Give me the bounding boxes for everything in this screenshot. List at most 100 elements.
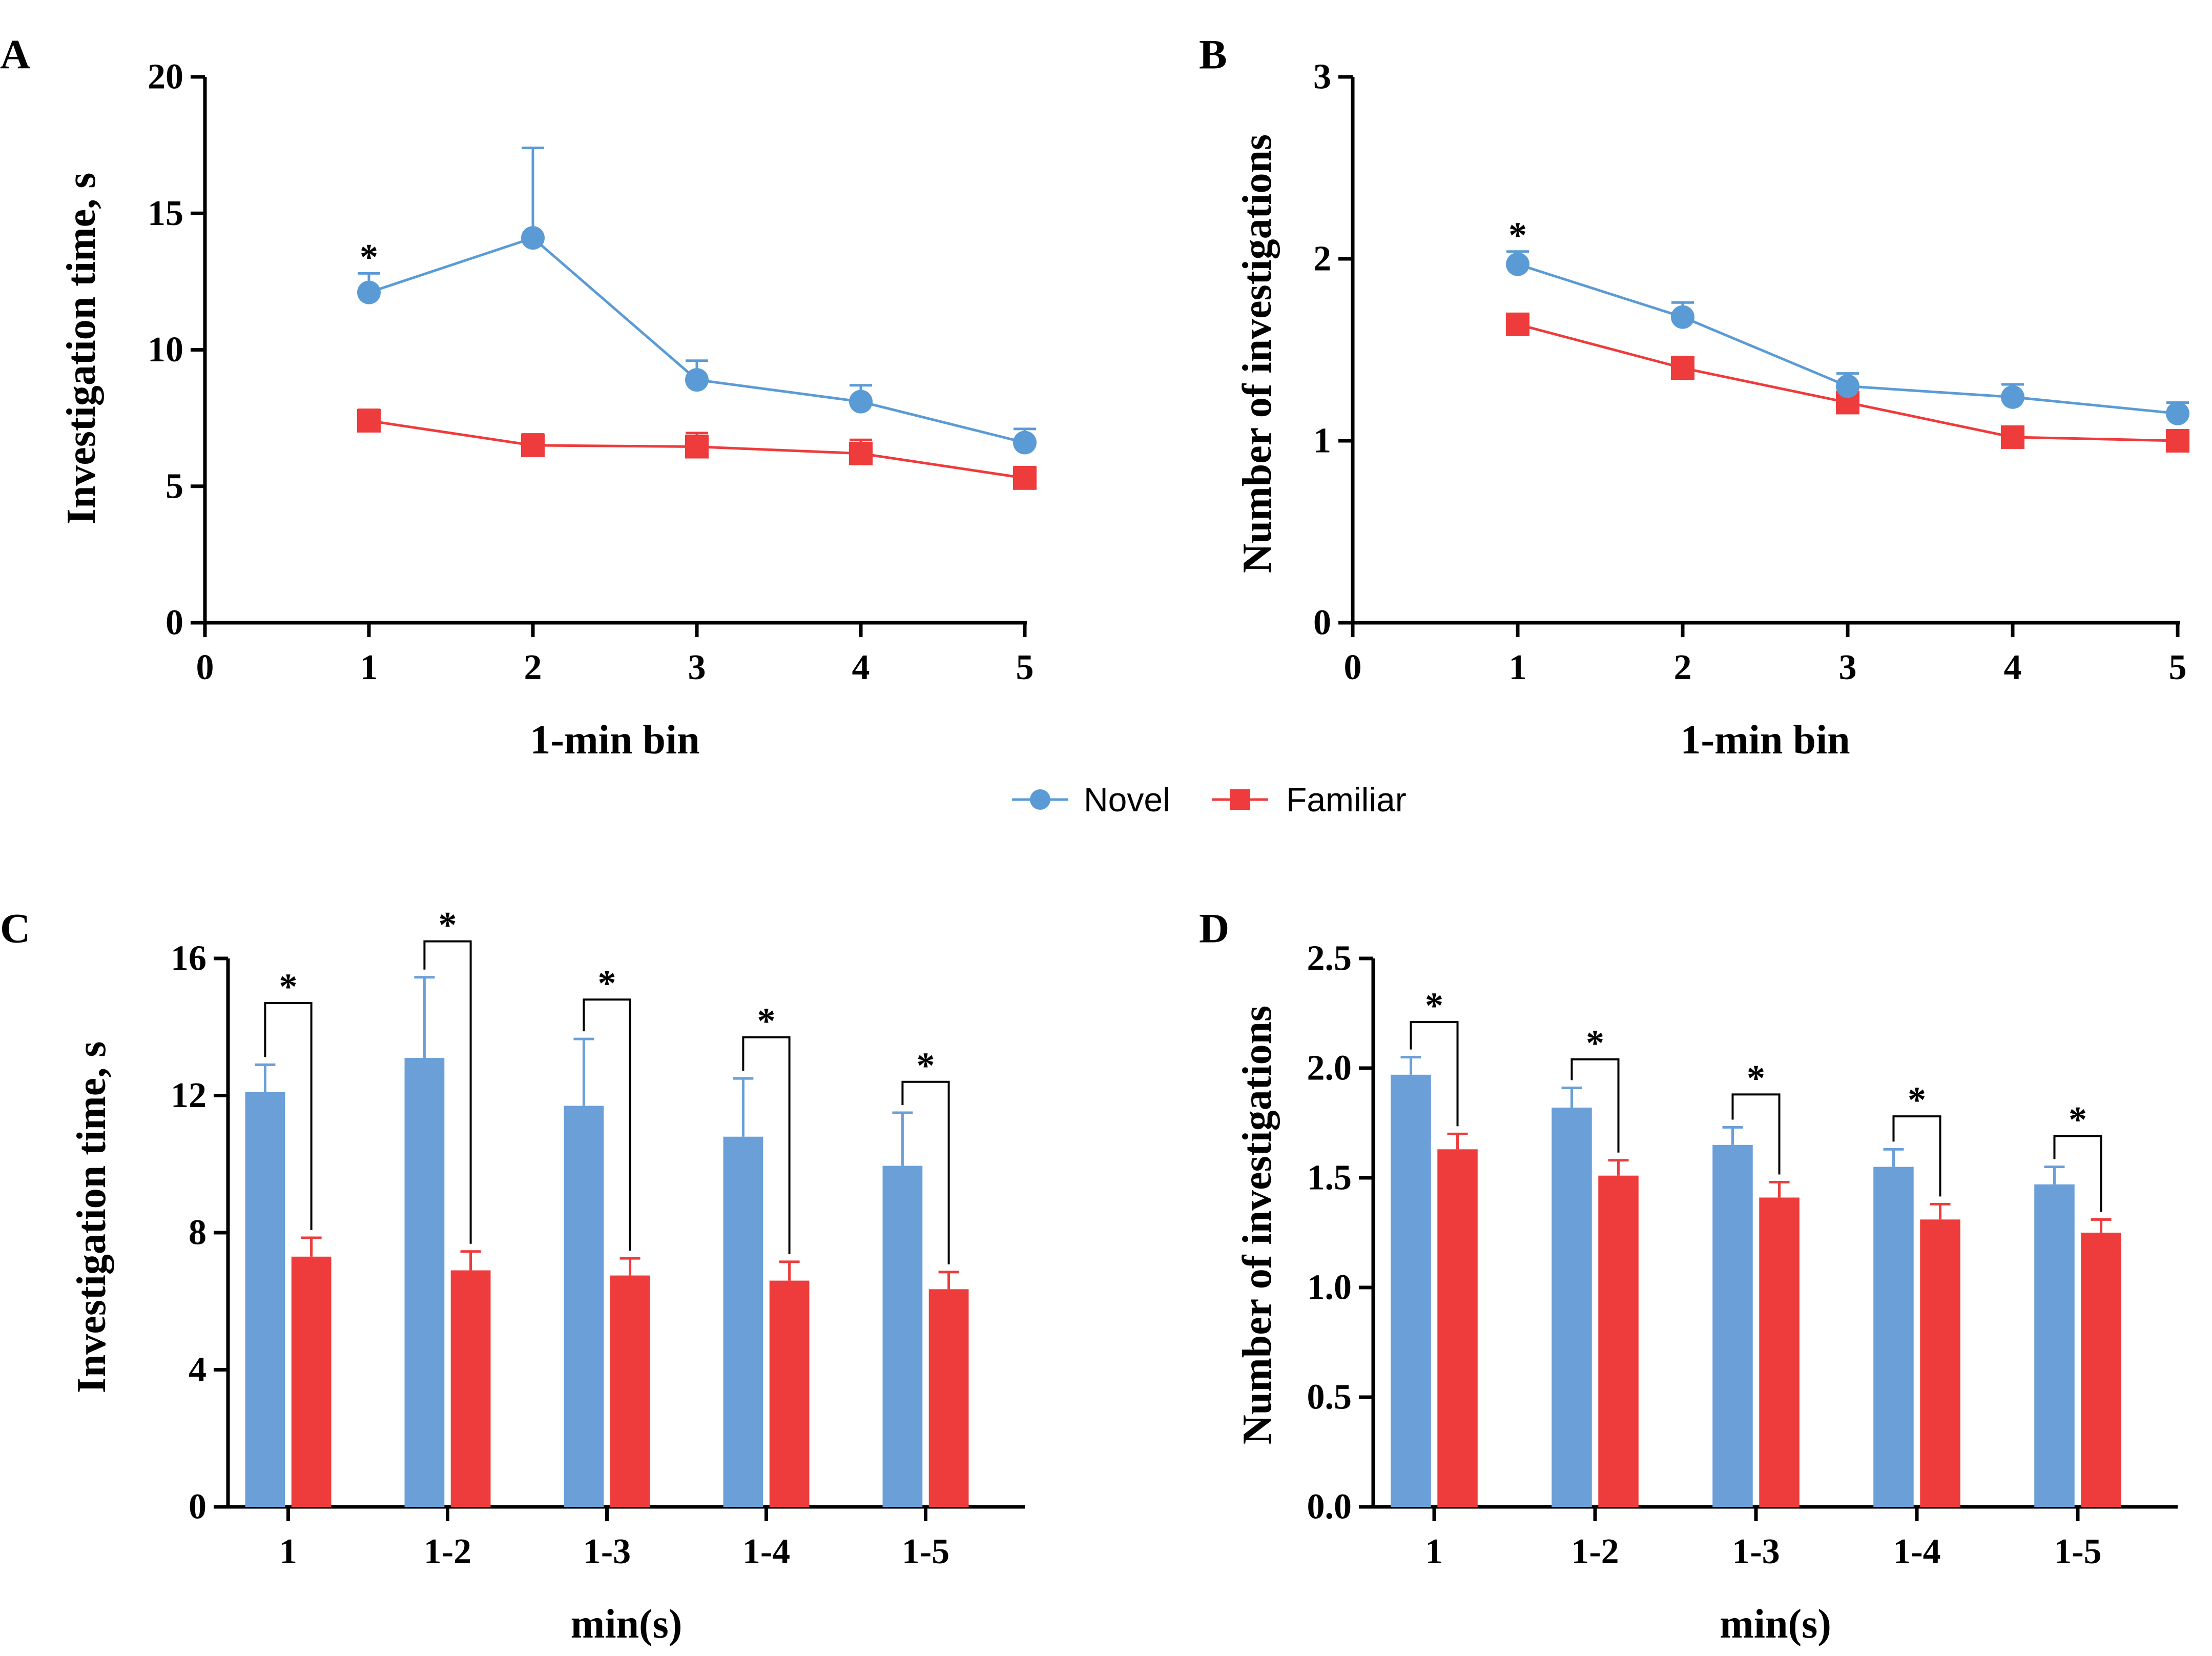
x-tick-label: 5 — [2169, 648, 2187, 687]
bar-familiar — [1759, 1197, 1800, 1507]
x-tick-label: 2 — [1674, 648, 1692, 687]
legend: Novel Familiar — [1012, 781, 1407, 819]
point-novel — [357, 280, 381, 304]
bar-novel — [882, 1166, 923, 1507]
bar-novel — [2034, 1184, 2075, 1507]
point-familiar — [1013, 466, 1037, 490]
panel-letter-B: B — [1199, 31, 1227, 77]
significance-bracket — [2053, 1135, 2102, 1212]
significance-star: * — [598, 963, 616, 1004]
y-tick-label: 0 — [189, 1487, 206, 1527]
y-tick-label: 12 — [171, 1076, 206, 1115]
panel-B: B 0 1 2 3 Number of investigations 0 1 2 3 4 5 1-min… — [1199, 31, 2189, 763]
x-tick-label: 1-5 — [2054, 1532, 2101, 1571]
point-novel — [521, 226, 545, 250]
bar-familiar — [450, 1270, 491, 1507]
significance-star: * — [1425, 985, 1443, 1026]
y-tick-label: 0 — [166, 603, 183, 643]
x-tick-label: 3 — [1839, 648, 1857, 687]
x-tick-label: 1-2 — [1571, 1532, 1619, 1571]
significance-bracket — [901, 1080, 950, 1264]
x-tick-label: 1 — [360, 648, 378, 687]
y-tick-label: 1 — [1313, 421, 1331, 461]
panel-letter-D: D — [1199, 905, 1229, 951]
significance-bracket — [264, 1001, 313, 1231]
y-tick-label: 10 — [148, 330, 183, 370]
series-line-novel — [368, 236, 1025, 444]
legend-label-familiar: Familiar — [1286, 781, 1407, 819]
point-familiar — [849, 441, 873, 465]
bar-familiar — [610, 1275, 650, 1507]
significance-bracket — [423, 940, 472, 1244]
x-tick-label: 0 — [196, 648, 214, 687]
point-familiar — [1506, 312, 1529, 336]
bar-novel — [1552, 1108, 1592, 1507]
significance-bracket — [1731, 1093, 1781, 1175]
point-familiar — [357, 408, 381, 433]
significance-bracket — [1892, 1115, 1941, 1197]
y-axis-title: Investigation time, s — [69, 1041, 114, 1394]
bar-novel — [723, 1136, 763, 1507]
y-tick-label: 2.0 — [1307, 1049, 1352, 1088]
x-tick-label: 0 — [1344, 648, 1362, 687]
bar-familiar — [291, 1256, 332, 1507]
significance-star: * — [439, 905, 457, 946]
x-tick-label: 1 — [1509, 648, 1527, 687]
x-tick-label: 1-4 — [1893, 1532, 1940, 1571]
panel-letter-C: C — [0, 905, 30, 951]
bar-novel — [404, 1057, 445, 1507]
x-tick-label: 5 — [1016, 648, 1034, 687]
significance-star: * — [279, 966, 298, 1007]
y-tick-label: 15 — [148, 194, 183, 233]
significance-bracket — [1570, 1058, 1620, 1153]
x-tick-label: 1 — [1425, 1532, 1443, 1571]
y-tick-label: 2.5 — [1307, 939, 1352, 978]
x-axis-title: min(s) — [571, 1602, 683, 1647]
y-tick-label: 1.5 — [1307, 1158, 1352, 1198]
significance-star: * — [1908, 1079, 1926, 1120]
legend-marker-novel — [1030, 789, 1050, 810]
y-axis-title: Number of investigations — [1235, 1006, 1280, 1444]
point-novel — [1671, 305, 1694, 329]
point-familiar — [521, 433, 545, 457]
panel-C: C 0 4 8 12 16 Investigation time, s 1 * 1-2 * 1-3 * 1… — [0, 905, 1025, 1647]
significance-star: * — [360, 236, 378, 277]
point-novel — [2166, 401, 2189, 425]
bar-novel — [1873, 1167, 1914, 1507]
y-tick-label: 4 — [189, 1350, 206, 1389]
x-tick-label: 4 — [852, 648, 870, 687]
significance-bracket — [742, 1036, 791, 1254]
legend-label-novel: Novel — [1084, 781, 1170, 819]
bar-familiar — [1598, 1175, 1639, 1507]
bar-familiar — [769, 1280, 810, 1507]
point-familiar — [2166, 429, 2189, 453]
y-tick-label: 0 — [1313, 603, 1331, 643]
x-axis-title: 1-min bin — [530, 718, 699, 763]
x-axis-title: min(s) — [1720, 1602, 1831, 1647]
y-tick-label: 3 — [1313, 57, 1331, 97]
legend-marker-familiar — [1230, 789, 1250, 810]
bar-familiar — [2081, 1233, 2121, 1507]
significance-star: * — [1508, 215, 1527, 256]
bar-novel — [1391, 1074, 1431, 1507]
point-novel — [1506, 252, 1529, 276]
point-novel — [2001, 385, 2024, 409]
panel-A: A 0 5 10 15 20 Investigation time, s 0 1 2 3 4 5 1-mi… — [0, 31, 1037, 763]
x-tick-label: 1-2 — [424, 1532, 471, 1571]
panel-letter-A: A — [0, 31, 30, 77]
x-tick-label: 1-3 — [1732, 1532, 1780, 1571]
point-novel — [1836, 374, 1859, 398]
significance-star: * — [917, 1045, 935, 1086]
x-tick-label: 1-4 — [742, 1532, 790, 1571]
significance-bracket — [1410, 1021, 1459, 1127]
x-tick-label: 1-3 — [583, 1532, 631, 1571]
point-novel — [685, 368, 709, 392]
bar-novel — [564, 1106, 604, 1507]
x-tick-label: 1-5 — [902, 1532, 949, 1571]
y-tick-label: 1.0 — [1307, 1268, 1352, 1307]
significance-star: * — [1586, 1023, 1604, 1064]
y-axis-title: Investigation time, s — [59, 173, 104, 525]
significance-star: * — [2069, 1099, 2087, 1140]
bar-familiar — [928, 1289, 969, 1507]
